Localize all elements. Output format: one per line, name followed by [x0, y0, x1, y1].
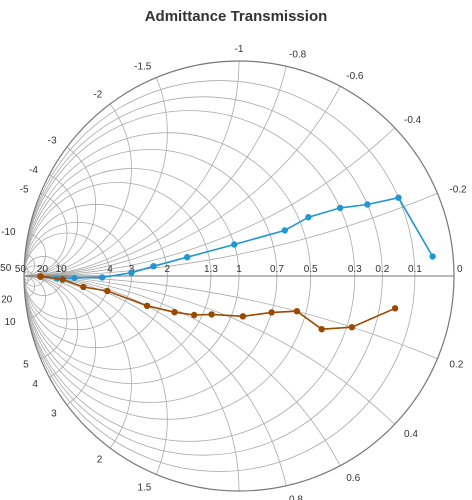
series-2-point[interactable]: [143, 302, 151, 309]
series-1-point[interactable]: [336, 204, 344, 212]
series-2-point[interactable]: [391, 305, 399, 312]
resistance-tick-label: 0.3: [348, 264, 362, 275]
series-2-point[interactable]: [191, 311, 198, 319]
series-1-point[interactable]: [150, 263, 157, 270]
reactance-tick-label-upper: -1: [235, 44, 244, 55]
reactance-tick-label-lower: 0.2: [449, 360, 463, 371]
series-2-point[interactable]: [104, 287, 111, 295]
reactance-arc: [24, 168, 79, 277]
resistance-tick-label: 10: [56, 264, 68, 275]
resistance-tick-label: 0.2: [375, 264, 389, 275]
series-2-point[interactable]: [59, 276, 66, 283]
reactance-arc: [24, 275, 79, 384]
series-1-point[interactable]: [305, 214, 312, 221]
series-1-point[interactable]: [281, 227, 288, 234]
reactance-arc: [24, 275, 46, 320]
resistance-tick-label: 1: [236, 264, 242, 275]
series-2-point[interactable]: [293, 308, 301, 315]
reactance-tick-label-upper: -3: [48, 135, 57, 146]
reactance-arc: [24, 189, 68, 277]
series-2-point[interactable]: [80, 283, 87, 291]
reactance-arc: [24, 275, 168, 491]
reactance-arc: [24, 132, 97, 277]
reactance-arc: [24, 61, 132, 277]
tick-labels: 50 20 10 4 3 2 1.3 1 0.7 0.5 0.3 0.2 0.1 0 -50 -10 -5-4 -…: [0, 44, 467, 500]
resistance-tick-label: 0: [457, 264, 463, 275]
chart-title: Admittance Transmission: [144, 8, 328, 25]
series-2-point[interactable]: [318, 326, 325, 333]
series-1-point[interactable]: [184, 254, 191, 261]
series-1-point[interactable]: [71, 274, 78, 281]
series-2-point[interactable]: [239, 313, 247, 320]
series-line-1: [40, 196, 434, 280]
resistance-tick-label: 0.5: [304, 264, 318, 275]
series-1-point[interactable]: [364, 201, 371, 208]
series-1-point[interactable]: [429, 253, 436, 260]
reactance-arc: [24, 254, 36, 277]
reactance-tick-label-lower: 0.8: [289, 494, 303, 500]
series-1-point[interactable]: [99, 274, 106, 281]
reactance-tick-label-upper: -0.6: [346, 71, 364, 82]
reactance-tick-label-upper: -10: [1, 227, 16, 238]
reactance-arc: [24, 275, 36, 298]
series-2-point[interactable]: [37, 273, 44, 280]
resistance-tick-label: 2: [165, 264, 171, 275]
reactance-tick-label-upper: -5: [20, 184, 29, 195]
reactance-tick-label-lower: 20: [1, 295, 13, 306]
series-2-point[interactable]: [268, 309, 275, 316]
reactance-arc: [24, 61, 240, 277]
reactance-tick-label-lower: 4: [32, 379, 38, 390]
resistance-tick-label: 1.3: [204, 264, 218, 275]
reactance-arc: [24, 61, 383, 277]
reactance-tick-label-upper: -1.5: [134, 62, 152, 73]
series-1-point[interactable]: [395, 194, 402, 201]
outer-circle: [23, 60, 455, 492]
reactance-arc: [24, 275, 132, 491]
reactance-tick-label-lower: 1.5: [137, 482, 151, 493]
reactance-tick-label-lower: 2: [97, 454, 103, 465]
reactance-tick-label-upper: -0.8: [289, 50, 307, 61]
resistance-tick-label: 20: [37, 264, 49, 275]
series-2-point[interactable]: [171, 309, 178, 316]
resistance-tick-label: 50: [15, 264, 27, 275]
reactance-tick-label-lower: 10: [4, 317, 16, 328]
reactance-arc: [24, 275, 294, 491]
series-line-2: [40, 275, 396, 331]
series-1-point[interactable]: [231, 241, 238, 248]
reactance-arc: [24, 232, 46, 277]
reactance-arc: [24, 61, 168, 277]
reactance-tick-label-upper: -4: [29, 165, 38, 176]
resistance-tick-label: 3: [129, 264, 135, 275]
series-2-point[interactable]: [208, 311, 215, 318]
reactance-arc: [24, 275, 454, 491]
reactance-tick-label-lower: 3: [51, 409, 57, 420]
series-2-point[interactable]: [348, 324, 356, 331]
reactance-tick-label-lower: 5: [23, 360, 29, 371]
reactance-tick-label-upper: -0.2: [449, 184, 467, 195]
reactance-arc: [24, 61, 454, 277]
reactance-tick-label-upper: -2: [93, 90, 102, 101]
reactance-arc: [24, 275, 68, 363]
reactance-tick-label-lower: 0.4: [404, 429, 418, 440]
resistance-tick-label: 4: [107, 264, 113, 275]
reactance-tick-label-lower: 0.6: [346, 473, 360, 484]
reactance-tick-label-upper: -50: [0, 263, 12, 274]
resistance-tick-label: 0.1: [408, 264, 422, 275]
reactance-arc: [24, 61, 454, 277]
series-group: [37, 194, 436, 333]
reactance-tick-label-upper: -0.4: [404, 115, 422, 126]
reactance-arc: [24, 275, 383, 491]
resistance-tick-label: 0.7: [270, 264, 284, 275]
reactance-arc: [24, 275, 97, 420]
reactance-arc: [24, 275, 454, 491]
series-1-point[interactable]: [128, 269, 135, 276]
